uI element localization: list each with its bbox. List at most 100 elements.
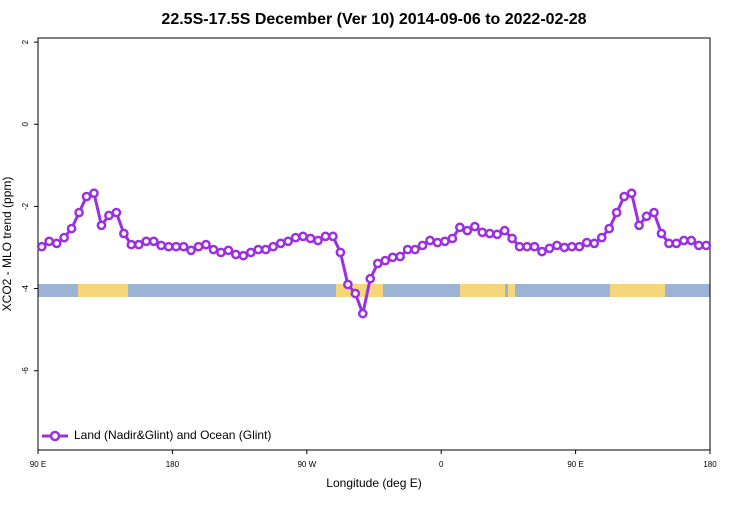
y-tick-label: -4	[21, 284, 30, 292]
x-tick-label: 180	[166, 460, 180, 469]
data-point	[634, 220, 644, 231]
legend-label: Land (Nadir&Glint) and Ocean (Glint)	[74, 428, 271, 442]
data-point	[604, 223, 615, 234]
data-point	[395, 251, 405, 262]
x-axis-label: Longitude (deg E)	[326, 476, 421, 490]
chart-title: 22.5S-17.5S December (Ver 10) 2014-09-06…	[161, 11, 586, 28]
data-point	[335, 247, 346, 258]
data-point	[208, 244, 219, 255]
data-point	[567, 241, 577, 252]
x-tick-label: 180	[703, 460, 717, 469]
data-point	[499, 225, 510, 236]
data-point	[216, 247, 226, 258]
legend-marker	[49, 430, 61, 442]
y-axis-label: XCO2 - MLO trend (ppm)	[0, 177, 14, 312]
data-point	[507, 233, 517, 244]
data-point	[51, 238, 62, 249]
data-point	[693, 240, 704, 251]
data-point	[171, 241, 181, 252]
y-tick-label: 0	[21, 121, 30, 126]
data-point	[432, 237, 443, 248]
data-point	[701, 240, 712, 251]
data-point	[126, 239, 137, 250]
data-point	[231, 249, 241, 260]
data-point	[552, 240, 562, 251]
data-point	[529, 241, 540, 252]
data-point	[380, 255, 391, 266]
data-point	[59, 232, 69, 243]
data-point	[462, 225, 473, 236]
data-point	[350, 288, 361, 299]
data-point	[178, 241, 189, 252]
data-point	[619, 191, 629, 202]
data-point	[679, 235, 689, 246]
data-point	[425, 235, 435, 246]
data-point	[589, 238, 600, 249]
data-point	[559, 242, 570, 253]
data-point	[193, 241, 204, 252]
data-point	[581, 237, 592, 248]
data-point	[357, 308, 368, 319]
data-point	[81, 191, 92, 202]
data-point	[163, 241, 174, 252]
land-band	[460, 284, 505, 297]
data-point	[402, 244, 413, 255]
y-tick-label: 2	[21, 39, 30, 44]
data-point	[447, 233, 458, 244]
data-point	[253, 244, 264, 255]
data-point	[89, 188, 99, 199]
data-point	[313, 235, 323, 246]
land-ocean-strip	[38, 284, 710, 297]
data-point	[74, 207, 84, 218]
data-point	[611, 207, 622, 218]
data-point	[141, 236, 152, 247]
data-point	[484, 228, 495, 239]
data-point	[320, 231, 331, 242]
data-point	[656, 228, 667, 239]
data-point	[268, 241, 279, 252]
x-tick-label: 90 E	[30, 460, 46, 469]
data-point	[626, 188, 637, 199]
data-point	[387, 252, 398, 263]
x-tick-label: 0	[439, 460, 444, 469]
data-point	[492, 229, 503, 240]
y-tick-label: -2	[21, 202, 30, 210]
data-point	[104, 210, 114, 221]
data-point	[283, 236, 293, 247]
x-tick-label: 90 E	[567, 460, 583, 469]
y-tick-label: -6	[21, 367, 30, 375]
data-point	[245, 247, 256, 258]
data-point	[111, 207, 122, 218]
data-point	[649, 207, 659, 218]
data-point	[343, 279, 353, 290]
data-point	[514, 241, 525, 252]
data-point	[537, 246, 547, 257]
data-point	[328, 231, 338, 242]
data-point	[36, 241, 47, 252]
data-point	[66, 223, 77, 234]
data-point	[574, 241, 585, 252]
data-point	[671, 238, 682, 249]
data-point	[469, 221, 480, 232]
data-point	[298, 231, 308, 242]
data-point	[275, 238, 286, 249]
data-point	[305, 233, 316, 244]
land-band	[508, 284, 515, 297]
data-point	[260, 244, 271, 255]
data-point	[664, 238, 674, 249]
data-point	[455, 222, 465, 233]
data-point	[440, 236, 450, 247]
data-point	[119, 228, 129, 239]
data-point	[223, 245, 234, 256]
data-point	[522, 241, 532, 252]
data-point	[96, 220, 107, 231]
data-point	[290, 232, 301, 243]
land-band	[610, 284, 665, 297]
data-point	[156, 240, 167, 251]
data-point	[133, 239, 144, 250]
data-point	[641, 211, 652, 222]
data-point	[238, 250, 249, 261]
data-point	[596, 232, 607, 243]
data-point	[372, 258, 383, 269]
